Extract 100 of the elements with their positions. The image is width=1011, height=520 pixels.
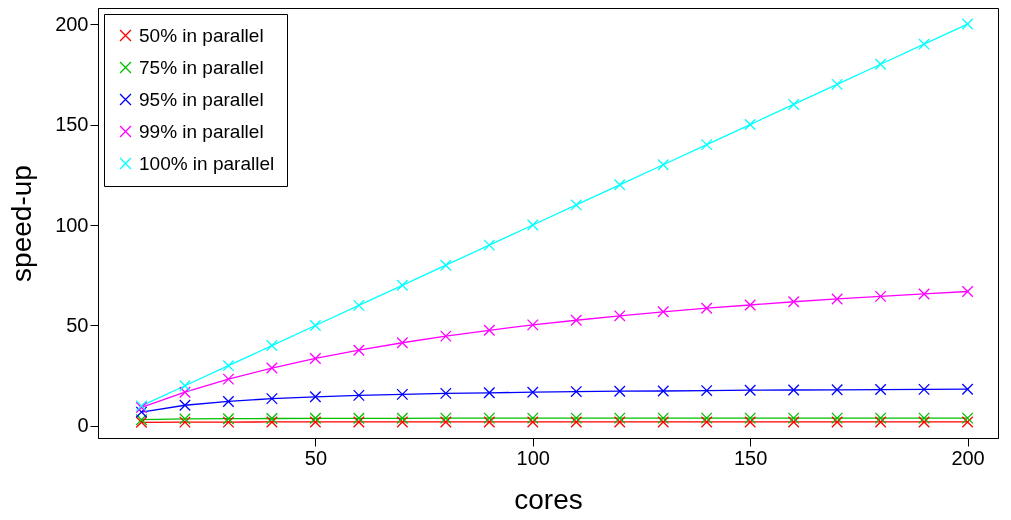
point	[439, 387, 452, 400]
x-tick-label: 100	[516, 446, 550, 469]
point	[787, 412, 800, 424]
point	[570, 314, 583, 327]
point	[179, 399, 191, 412]
point	[266, 392, 278, 405]
y-axis-title: speed-up	[6, 165, 38, 282]
point	[266, 339, 278, 352]
x-tick-label: 50	[304, 446, 328, 469]
point	[918, 412, 930, 424]
point	[657, 158, 670, 171]
y-tick-label: 50	[66, 313, 89, 336]
legend-label: 99% in parallel	[139, 120, 264, 142]
point	[222, 416, 235, 429]
point	[918, 38, 930, 51]
point	[396, 416, 409, 428]
point	[135, 406, 148, 418]
point	[352, 416, 365, 428]
point	[613, 178, 626, 191]
point	[266, 362, 278, 374]
point	[787, 295, 800, 308]
point	[179, 416, 191, 429]
point	[831, 416, 844, 428]
point	[657, 416, 670, 428]
point	[961, 412, 974, 424]
point	[613, 309, 626, 322]
x-tick-label: 200	[951, 446, 985, 469]
point	[700, 416, 713, 428]
point	[309, 412, 322, 425]
point	[918, 383, 930, 396]
point	[352, 299, 365, 312]
point	[874, 383, 887, 396]
point	[831, 412, 844, 424]
point	[831, 78, 844, 91]
point	[787, 416, 800, 428]
point	[744, 118, 757, 131]
point	[222, 412, 235, 425]
y-tick-label: 100	[55, 213, 89, 236]
point	[787, 98, 800, 111]
point	[309, 416, 322, 428]
point	[744, 412, 757, 424]
point	[874, 412, 887, 424]
x-axis-title: cores	[514, 483, 583, 515]
point	[396, 388, 409, 401]
point	[396, 279, 409, 292]
point	[570, 199, 583, 211]
point	[483, 386, 496, 399]
point	[700, 412, 713, 424]
point	[222, 373, 235, 386]
point	[179, 386, 191, 399]
point	[700, 384, 713, 397]
point	[700, 138, 713, 151]
legend-label: 100% in parallel	[139, 152, 275, 174]
point	[831, 383, 844, 396]
point	[657, 385, 670, 397]
point	[613, 416, 626, 428]
point	[309, 390, 322, 403]
point	[787, 384, 800, 396]
point	[396, 412, 409, 425]
legend-label: 50% in parallel	[139, 24, 264, 46]
point	[483, 416, 496, 428]
point	[526, 219, 539, 231]
point	[483, 239, 496, 251]
point	[961, 383, 974, 396]
point	[526, 386, 539, 399]
point	[352, 344, 365, 357]
point	[961, 416, 974, 428]
point	[570, 412, 583, 424]
point	[744, 384, 757, 397]
point	[744, 299, 757, 311]
point	[266, 416, 278, 428]
point	[657, 412, 670, 424]
point	[439, 412, 452, 424]
point	[570, 385, 583, 398]
point	[613, 412, 626, 424]
point	[352, 389, 365, 402]
point	[396, 336, 409, 349]
point	[439, 330, 452, 343]
point	[483, 412, 496, 424]
point	[309, 319, 322, 332]
legend-label: 75% in parallel	[139, 56, 264, 78]
point	[222, 359, 235, 372]
point	[961, 18, 974, 30]
point	[918, 416, 930, 428]
point	[526, 318, 539, 331]
y-tick-label: 0	[77, 414, 89, 437]
point	[613, 385, 626, 398]
point	[744, 416, 757, 428]
point	[266, 412, 278, 425]
x-tick-label: 150	[733, 446, 768, 469]
point	[831, 293, 844, 305]
point	[526, 412, 539, 424]
point	[874, 416, 887, 428]
point	[439, 259, 452, 272]
point	[352, 412, 365, 425]
point	[961, 285, 974, 298]
point	[179, 379, 191, 392]
point	[874, 290, 887, 303]
point	[657, 305, 670, 318]
y-tick-label: 150	[55, 113, 89, 136]
